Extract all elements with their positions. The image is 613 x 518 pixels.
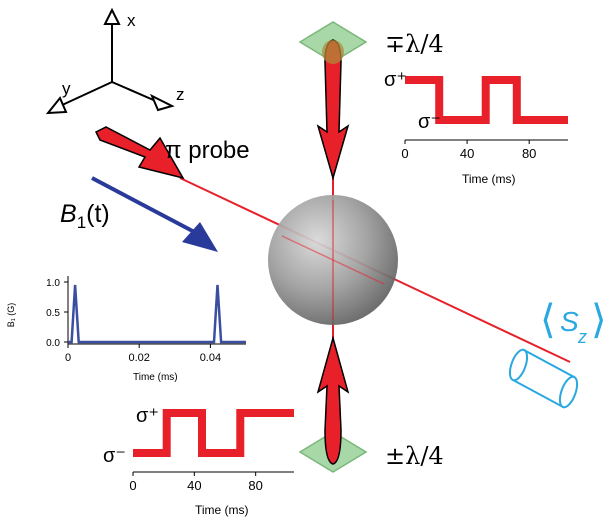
spin-expectation-label: ⟨ S z ⟩: [540, 297, 607, 347]
bottom-plot-x-tick-label: 40: [187, 478, 201, 493]
bottom-sigma-minus-label: σ⁻: [103, 445, 126, 467]
b1-plot-x-tick-label: 0.04: [200, 352, 221, 364]
z-axis-arrowhead: [150, 93, 175, 112]
probe-arrow: [94, 126, 185, 180]
top-plot-x-tick-label: 0: [401, 146, 408, 161]
bottom-polarization-plot: 0 40 80 σ⁺ σ⁻ Time (ms): [103, 405, 294, 517]
top-waveplate-label: ∓λ/4: [385, 30, 444, 58]
b1-pulse-plot: 0 0.02 0.04 0.0 0.5 1.0 B₁ (G) Time (ms): [6, 276, 246, 383]
bottom-polarization-trace: [133, 409, 294, 457]
top-sigma-plus-label: σ⁺: [384, 69, 407, 91]
bottom-waveplate-label: ±λ/4: [385, 442, 444, 470]
top-polarization-trace: [405, 76, 568, 124]
b1-field-label: B1(t): [60, 200, 110, 232]
b1-plot-y-tick-label: 0.5: [46, 308, 60, 319]
x-axis-arrowhead: [103, 7, 121, 25]
bottom-plot-xlabel: Time (ms): [195, 503, 249, 517]
probe-label: π probe: [165, 137, 250, 164]
bottom-plot-x-tick-label: 0: [129, 478, 136, 493]
svg-text:⟩: ⟩: [591, 297, 607, 343]
bottom-sigma-plus-label: σ⁺: [136, 405, 159, 427]
b1-plot-x-tick-label: 0: [65, 352, 71, 364]
svg-text:z: z: [577, 327, 587, 347]
top-plot-x-tick-label: 40: [460, 146, 474, 161]
b1-pulse-trace: [68, 284, 246, 344]
x-axis-label: x: [127, 11, 136, 30]
top-polarization-plot: 0 40 80 σ⁺ σ⁻ Time (ms): [384, 69, 568, 186]
bottom-plot-x-tick-label: 80: [248, 478, 262, 493]
top-plot-xlabel: Time (ms): [462, 172, 516, 186]
y-axis-arrowhead: [45, 96, 68, 115]
y-axis-label: y: [62, 79, 71, 98]
b1-plot-xlabel: Time (ms): [133, 372, 178, 383]
z-axis-label: z: [176, 85, 185, 104]
bottom-pump-arrow: [316, 335, 350, 465]
svg-text:S: S: [560, 306, 579, 337]
b1-plot-ylabel: B₁ (G): [6, 303, 16, 328]
detector: [508, 348, 579, 409]
b1-plot-y-tick-label: 0.0: [46, 338, 60, 349]
y-axis-line: [59, 81, 113, 107]
top-sigma-minus-label: σ⁻: [418, 111, 441, 133]
coordinate-axes: [45, 7, 175, 115]
z-axis-line: [111, 81, 159, 103]
b1-plot-x-tick-label: 0.02: [128, 352, 149, 364]
svg-text:⟨: ⟨: [540, 297, 556, 343]
b1-plot-y-tick-label: 1.0: [46, 278, 60, 289]
top-plot-x-tick-label: 80: [522, 146, 536, 161]
b1-field-arrow-shaft: [91, 176, 203, 238]
b1-field-arrowhead: [182, 222, 218, 252]
